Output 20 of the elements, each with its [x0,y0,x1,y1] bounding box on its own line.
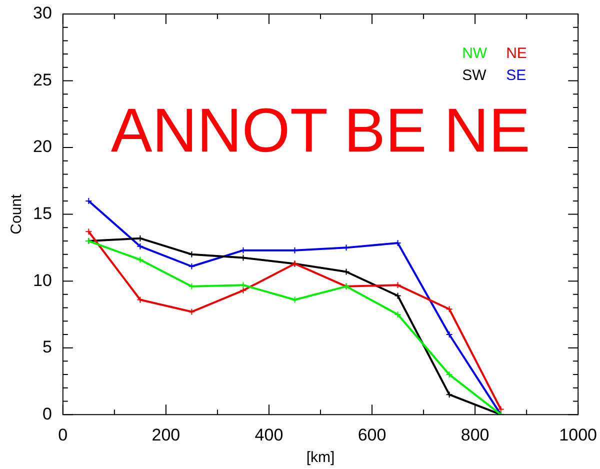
y-tick-label: 20 [32,137,52,156]
text: SE [506,67,526,84]
y-tick-label: 0 [42,404,52,424]
y-tick-label: 10 [32,270,52,290]
x-axis-title: [km] [306,449,335,466]
text: NE [506,45,527,62]
annotation: ANNOT BE NE [110,96,530,166]
y-tick-label: 5 [42,338,52,357]
y-tick-label: 30 [32,4,52,23]
x-tick-label: 800 [460,425,490,444]
y-tick-label: 25 [32,70,52,90]
y-axis-title: Count [8,193,26,234]
text: NW [462,45,488,62]
y-tick-label: 15 [32,204,52,223]
x-tick-label: 400 [254,425,284,444]
text: SW [462,67,488,84]
x-tick-label: 0 [58,425,68,444]
x-tick-label: 200 [152,425,180,444]
x-tick-label: 1000 [559,425,598,444]
x-tick-label: 600 [358,425,386,444]
